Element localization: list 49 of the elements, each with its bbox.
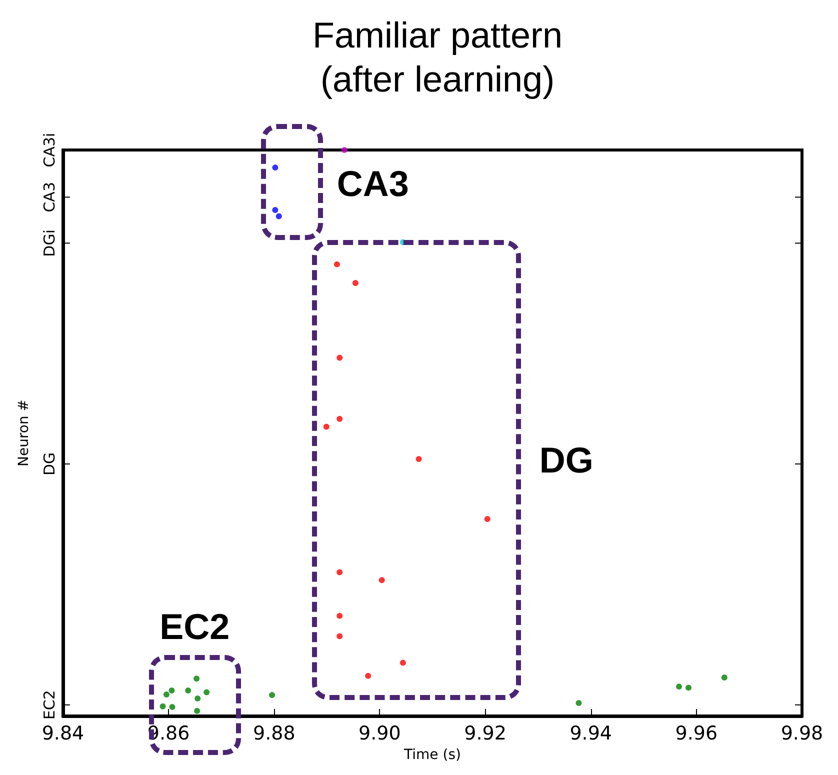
annotation: DG xyxy=(539,440,594,481)
point xyxy=(269,692,276,698)
x-tick-label: 9.84 xyxy=(42,722,84,744)
point xyxy=(276,213,282,220)
point xyxy=(336,569,343,576)
point xyxy=(484,516,490,522)
annotation: CA3 xyxy=(336,163,409,204)
point xyxy=(185,688,192,694)
point xyxy=(676,684,682,690)
point xyxy=(336,416,343,422)
point xyxy=(336,612,343,619)
annotation: EC2 xyxy=(160,606,230,648)
text: CA3 xyxy=(40,182,58,212)
text: CA3i xyxy=(40,132,58,168)
point xyxy=(400,660,406,666)
point xyxy=(323,424,330,430)
point xyxy=(416,456,422,462)
point xyxy=(341,147,348,153)
point xyxy=(352,280,358,286)
point xyxy=(194,708,200,714)
point xyxy=(576,700,582,706)
point xyxy=(378,577,385,584)
point xyxy=(272,206,278,213)
point xyxy=(272,164,278,171)
x-tick-label: 9.98 xyxy=(780,722,824,744)
text: DGi xyxy=(40,229,58,257)
point xyxy=(169,704,176,710)
text: DG xyxy=(40,452,58,476)
point xyxy=(721,674,728,681)
point xyxy=(336,354,343,361)
point xyxy=(163,691,170,698)
point xyxy=(194,676,200,682)
point xyxy=(204,689,210,696)
x-tick-label: 9.94 xyxy=(570,722,612,744)
point xyxy=(160,703,166,710)
point xyxy=(686,684,692,691)
text: EC2 xyxy=(40,690,58,720)
point xyxy=(365,672,372,679)
point xyxy=(334,261,340,268)
x-tick-label: 9.90 xyxy=(358,722,401,744)
chart-title: Familiar pattern (after learning) xyxy=(312,14,563,100)
point xyxy=(336,633,343,640)
point xyxy=(168,688,175,694)
x-tick-label: 9.88 xyxy=(252,722,296,744)
x-tick-label: 9.92 xyxy=(464,722,506,744)
x-tick-label: 9.96 xyxy=(675,722,718,744)
x-axis-title: Time (s) xyxy=(403,747,461,763)
y-axis-title: Neuron # xyxy=(16,399,32,467)
point xyxy=(194,695,201,702)
